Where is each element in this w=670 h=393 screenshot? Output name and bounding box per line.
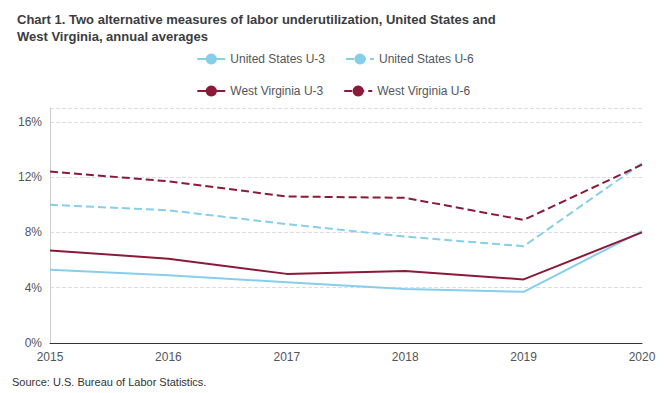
svg-text:United States U-6: United States U-6 xyxy=(379,52,474,66)
svg-text:United States U-3: United States U-3 xyxy=(230,52,325,66)
svg-text:2020: 2020 xyxy=(629,350,656,364)
svg-text:Source: U.S. Bureau of Labor S: Source: U.S. Bureau of Labor Statistics. xyxy=(12,376,206,388)
svg-text:West Virginia U-3: West Virginia U-3 xyxy=(230,84,323,98)
svg-text:2017: 2017 xyxy=(273,350,300,364)
svg-text:2018: 2018 xyxy=(392,350,419,364)
svg-text:West Virginia U-6: West Virginia U-6 xyxy=(377,84,470,98)
svg-text:West Virginia, annual averages: West Virginia, annual averages xyxy=(17,29,208,44)
svg-text:4%: 4% xyxy=(25,281,43,295)
svg-text:Chart 1. Two alternative measu: Chart 1. Two alternative measures of lab… xyxy=(17,12,496,27)
svg-text:2016: 2016 xyxy=(155,350,182,364)
svg-text:2015: 2015 xyxy=(37,350,64,364)
svg-text:0%: 0% xyxy=(25,336,43,350)
svg-text:12%: 12% xyxy=(18,170,42,184)
svg-text:16%: 16% xyxy=(18,115,42,129)
svg-text:8%: 8% xyxy=(25,225,43,239)
svg-text:2019: 2019 xyxy=(510,350,537,364)
